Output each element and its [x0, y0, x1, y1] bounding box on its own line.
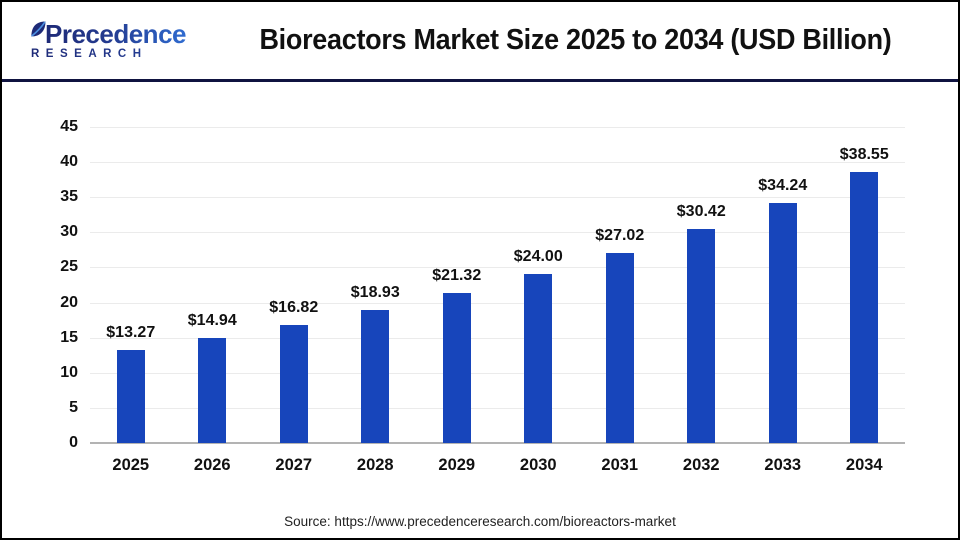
y-tick-label: 20 — [60, 293, 78, 311]
bar-value-label: $18.93 — [350, 284, 400, 302]
chart-bar-2025 — [116, 349, 145, 443]
gridline — [90, 197, 905, 199]
y-tick-label: 15 — [60, 328, 78, 346]
y-tick-label: 10 — [60, 363, 78, 381]
x-tick-label: 2034 — [845, 456, 883, 474]
header: Precedence RESEARCH Bioreactors Market S… — [2, 2, 958, 82]
chart-bar-2032 — [687, 229, 716, 443]
bar-value-label: $13.27 — [106, 323, 156, 341]
bar-value-label: $30.42 — [676, 203, 726, 221]
bar-value-label: $34.24 — [758, 176, 808, 194]
bar-value-label: $38.55 — [839, 146, 889, 164]
brand-subtitle: RESEARCH — [28, 48, 223, 60]
page-title: Bioreactors Market Size 2025 to 2034 (US… — [259, 24, 892, 56]
bar-value-label: $16.82 — [269, 298, 319, 316]
brand-logo: Precedence RESEARCH — [2, 21, 223, 60]
footer: Source: https://www.precedenceresearch.c… — [2, 513, 958, 531]
chart-bar-2026 — [198, 338, 227, 443]
gridline — [90, 372, 905, 374]
leaf-icon — [31, 21, 46, 37]
bar-value-label: $14.94 — [187, 312, 237, 330]
brand-logo-row: Precedence — [28, 21, 223, 47]
y-tick-label: 5 — [69, 398, 78, 416]
gridline — [90, 232, 905, 234]
x-tick-label: 2031 — [601, 456, 639, 474]
x-tick-label: 2030 — [519, 456, 557, 474]
chart-bar-2034 — [850, 172, 879, 443]
chart-bar-2033 — [768, 202, 797, 443]
chart-bar-2030 — [524, 274, 553, 443]
x-tick-label: 2027 — [275, 456, 313, 474]
chart-bar-2031 — [605, 253, 634, 443]
bar-value-label: $21.32 — [432, 267, 482, 285]
gridline — [90, 407, 905, 409]
x-axis-line — [90, 442, 905, 444]
brand-name: Precedence — [45, 19, 186, 49]
gridline — [90, 127, 905, 128]
x-tick-label: 2025 — [112, 456, 150, 474]
gridline — [90, 162, 905, 164]
x-tick-label: 2033 — [764, 456, 802, 474]
y-tick-label: 0 — [69, 434, 78, 451]
x-tick-label: 2026 — [193, 456, 231, 474]
title-wrap: Bioreactors Market Size 2025 to 2034 (US… — [223, 24, 958, 57]
y-tick-label: 45 — [60, 118, 78, 135]
y-tick-label: 35 — [60, 188, 78, 206]
gridline — [90, 337, 905, 339]
chart-bar-2028 — [361, 310, 390, 443]
chart-bar-2027 — [279, 324, 308, 443]
chart-bar-2029 — [442, 293, 471, 443]
bar-value-label: $27.02 — [595, 227, 645, 245]
x-tick-label: 2032 — [682, 456, 720, 474]
gridline — [90, 302, 905, 304]
source-text: Source: https://www.precedenceresearch.c… — [284, 514, 676, 529]
x-tick-label: 2029 — [438, 456, 476, 474]
y-tick-label: 40 — [60, 153, 78, 171]
y-tick-label: 30 — [60, 223, 78, 241]
x-tick-label: 2028 — [356, 456, 394, 474]
y-tick-label: 25 — [60, 258, 78, 276]
bar-value-label: $24.00 — [513, 248, 563, 266]
gridline — [90, 267, 905, 269]
